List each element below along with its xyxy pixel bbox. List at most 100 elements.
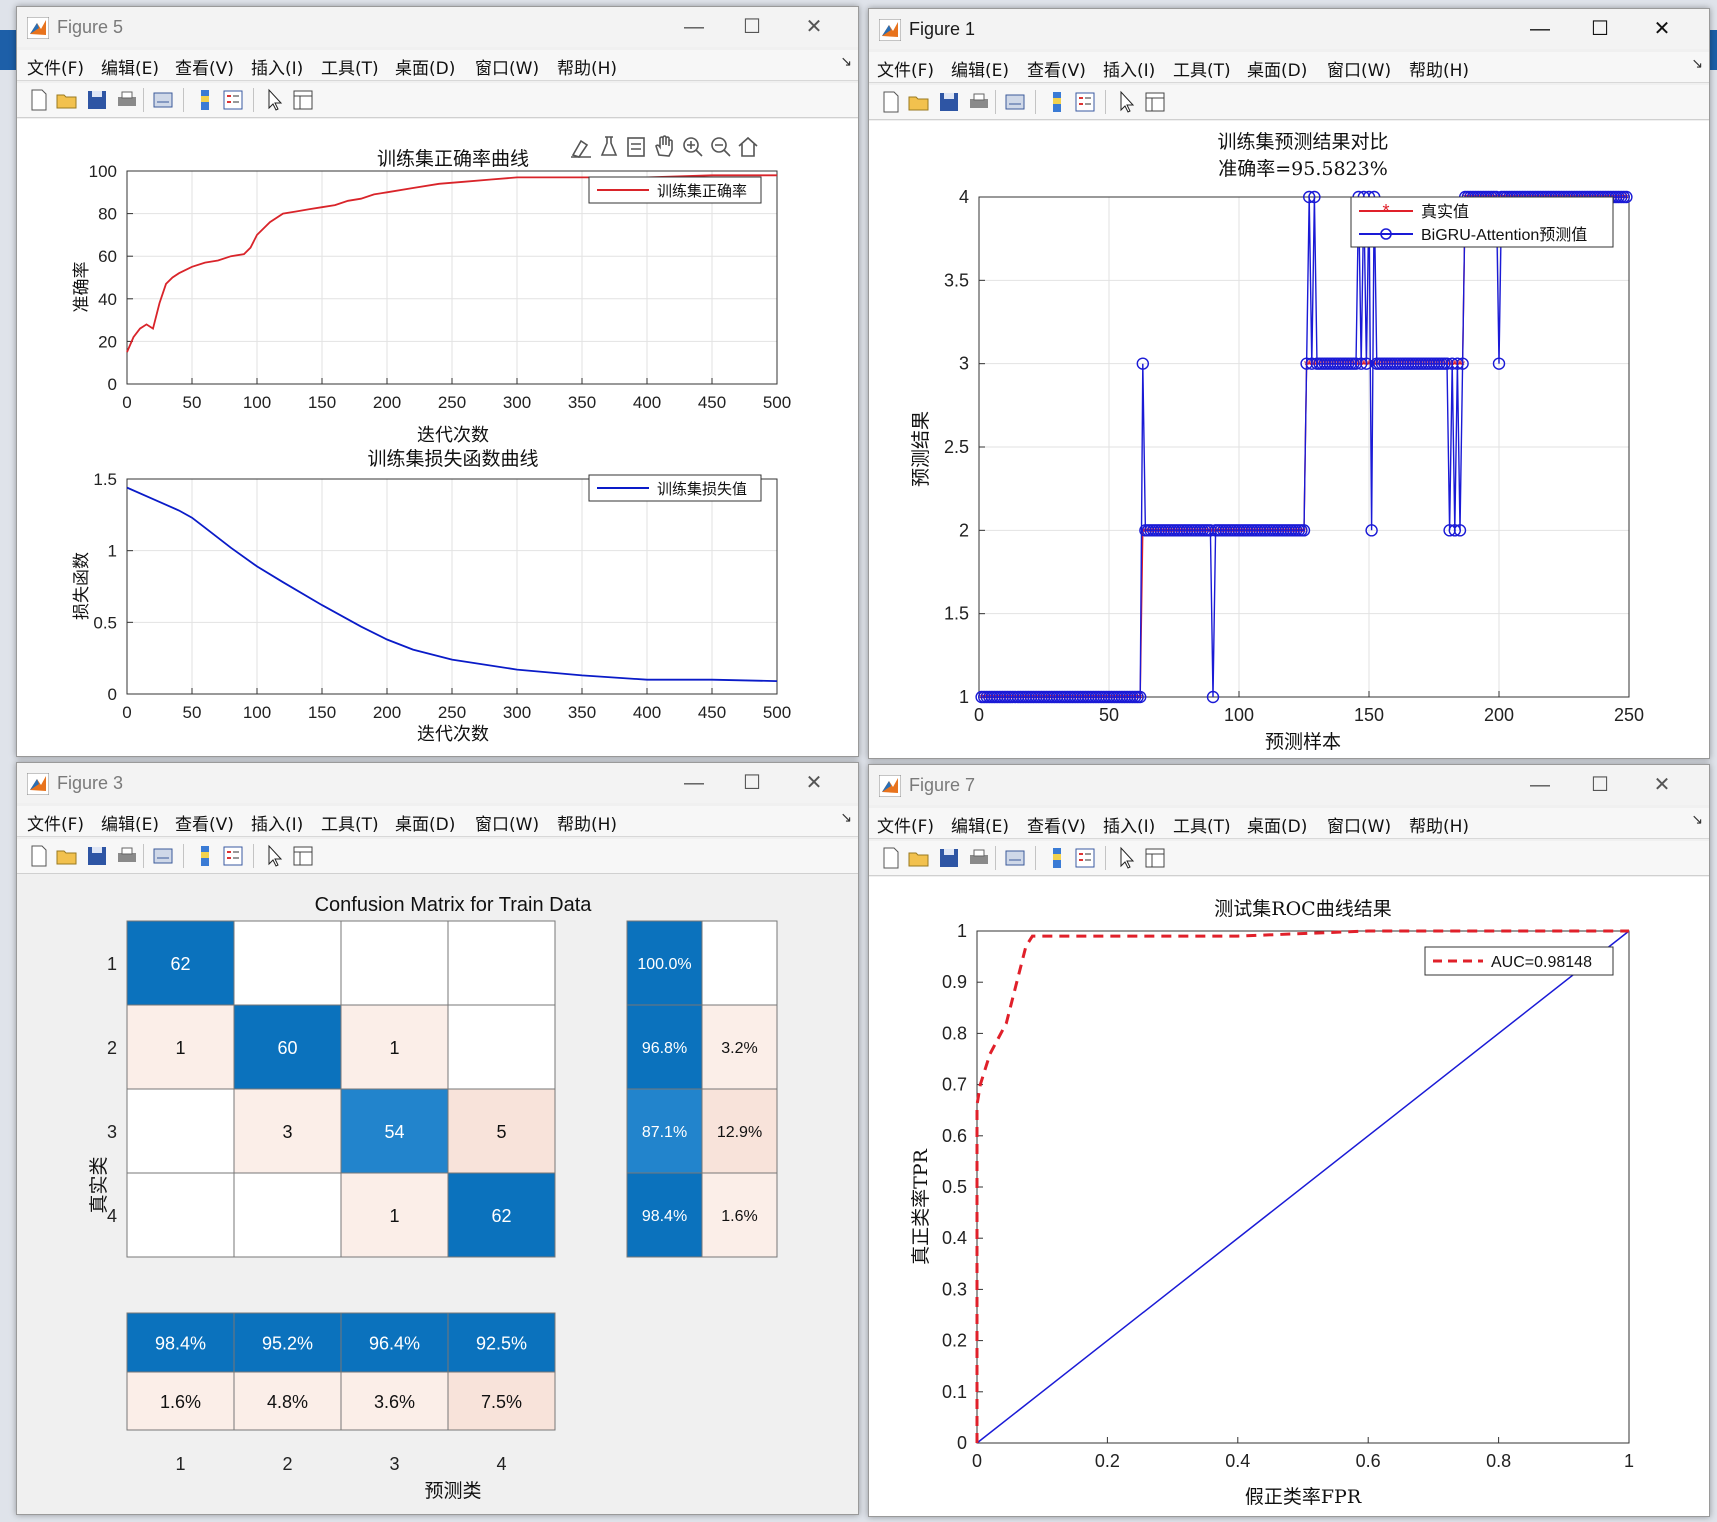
dock-arrow-icon[interactable]: ↘ <box>840 54 852 70</box>
maximize-button[interactable]: ☐ <box>743 772 761 794</box>
figure5-window[interactable]: Figure 5 — ☐ ✕ 文件(F) 编辑(E) 查看(V) 插入(I) 工… <box>16 6 859 757</box>
figure1-titlebar[interactable]: Figure 1 — ☐ ✕ <box>869 9 1709 49</box>
pointer-icon[interactable] <box>1115 846 1139 870</box>
new-file-icon[interactable] <box>27 88 51 112</box>
link-figure-icon[interactable] <box>1003 90 1027 114</box>
close-button[interactable]: ✕ <box>1653 774 1671 796</box>
menu-edit[interactable]: 编辑(E) <box>101 59 160 79</box>
menu-view[interactable]: 查看(V) <box>1027 817 1086 837</box>
minimize-button[interactable]: — <box>684 772 704 794</box>
menu-help[interactable]: 帮助(H) <box>1409 61 1470 81</box>
open-folder-icon[interactable] <box>55 844 79 868</box>
dock-arrow-icon[interactable]: ↘ <box>1691 812 1703 828</box>
link-figure-icon[interactable] <box>1003 846 1027 870</box>
menu-window[interactable]: 窗口(W) <box>1327 61 1392 81</box>
colorbar-icon[interactable] <box>193 844 217 868</box>
minimize-button[interactable]: — <box>1530 774 1550 796</box>
figure7-window[interactable]: Figure 7 — ☐ ✕ 文件(F) 编辑(E) 查看(V) 插入(I) 工… <box>868 764 1710 1517</box>
menu-desktop[interactable]: 桌面(D) <box>395 815 456 835</box>
home-icon[interactable] <box>738 136 758 157</box>
menu-insert[interactable]: 插入(I) <box>251 815 304 835</box>
legend-icon[interactable] <box>221 88 245 112</box>
menu-tools[interactable]: 工具(T) <box>1173 817 1231 837</box>
select-icon[interactable] <box>627 137 645 157</box>
new-file-icon[interactable] <box>879 90 903 114</box>
minimize-button[interactable]: — <box>684 16 704 38</box>
menu-edit[interactable]: 编辑(E) <box>951 61 1010 81</box>
colorbar-icon[interactable] <box>1045 846 1069 870</box>
print-icon[interactable] <box>115 88 139 112</box>
dock-arrow-icon[interactable]: ↘ <box>840 810 852 826</box>
prediction-marker <box>1492 357 1506 370</box>
menu-file[interactable]: 文件(F) <box>27 815 85 835</box>
print-icon[interactable] <box>967 90 991 114</box>
maximize-button[interactable]: ☐ <box>1591 774 1609 796</box>
pointer-icon[interactable] <box>263 844 287 868</box>
dock-arrow-icon[interactable]: ↘ <box>1691 56 1703 72</box>
pan-icon[interactable] <box>655 135 673 157</box>
colorbar-icon[interactable] <box>193 88 217 112</box>
property-editor-icon[interactable] <box>1143 90 1167 114</box>
figure3-window[interactable]: Figure 3 — ☐ ✕ 文件(F) 编辑(E) 查看(V) 插入(I) 工… <box>16 762 859 1515</box>
brush-icon[interactable] <box>571 139 591 158</box>
save-icon[interactable] <box>937 846 961 870</box>
menu-desktop[interactable]: 桌面(D) <box>1247 61 1308 81</box>
figure7-titlebar[interactable]: Figure 7 — ☐ ✕ <box>869 765 1709 805</box>
print-icon[interactable] <box>967 846 991 870</box>
legend-icon[interactable] <box>221 844 245 868</box>
legend-icon[interactable] <box>1073 846 1097 870</box>
data-tips-icon[interactable] <box>600 136 618 156</box>
menu-window[interactable]: 窗口(W) <box>1327 817 1392 837</box>
menu-view[interactable]: 查看(V) <box>175 815 234 835</box>
save-icon[interactable] <box>85 844 109 868</box>
menu-window[interactable]: 窗口(W) <box>475 815 540 835</box>
figure1-window[interactable]: Figure 1 — ☐ ✕ 文件(F) 编辑(E) 查看(V) 插入(I) 工… <box>868 8 1710 759</box>
menu-edit[interactable]: 编辑(E) <box>951 817 1010 837</box>
menu-desktop[interactable]: 桌面(D) <box>395 59 456 79</box>
new-file-icon[interactable] <box>27 844 51 868</box>
print-icon[interactable] <box>115 844 139 868</box>
figure5-titlebar[interactable]: Figure 5 — ☐ ✕ <box>17 7 858 47</box>
menu-desktop[interactable]: 桌面(D) <box>1247 817 1308 837</box>
menu-window[interactable]: 窗口(W) <box>475 59 540 79</box>
property-editor-icon[interactable] <box>291 88 315 112</box>
menu-tools[interactable]: 工具(T) <box>321 59 379 79</box>
close-button[interactable]: ✕ <box>805 772 823 794</box>
close-button[interactable]: ✕ <box>805 16 823 38</box>
link-figure-icon[interactable] <box>151 844 175 868</box>
menu-insert[interactable]: 插入(I) <box>251 59 304 79</box>
figure3-titlebar[interactable]: Figure 3 — ☐ ✕ <box>17 763 858 803</box>
zoom-in-icon[interactable] <box>683 137 703 157</box>
save-icon[interactable] <box>85 88 109 112</box>
pointer-icon[interactable] <box>263 88 287 112</box>
open-folder-icon[interactable] <box>55 88 79 112</box>
menu-file[interactable]: 文件(F) <box>27 59 85 79</box>
property-editor-icon[interactable] <box>291 844 315 868</box>
link-figure-icon[interactable] <box>151 88 175 112</box>
menu-insert[interactable]: 插入(I) <box>1103 61 1156 81</box>
open-folder-icon[interactable] <box>907 846 931 870</box>
menu-edit[interactable]: 编辑(E) <box>101 815 160 835</box>
open-folder-icon[interactable] <box>907 90 931 114</box>
new-file-icon[interactable] <box>879 846 903 870</box>
menu-help[interactable]: 帮助(H) <box>1409 817 1470 837</box>
menu-tools[interactable]: 工具(T) <box>321 815 379 835</box>
colorbar-icon[interactable] <box>1045 90 1069 114</box>
property-editor-icon[interactable] <box>1143 846 1167 870</box>
zoom-out-icon[interactable] <box>711 137 731 157</box>
legend-icon[interactable] <box>1073 90 1097 114</box>
menu-view[interactable]: 查看(V) <box>1027 61 1086 81</box>
menu-file[interactable]: 文件(F) <box>877 817 935 837</box>
menu-help[interactable]: 帮助(H) <box>557 815 618 835</box>
menu-insert[interactable]: 插入(I) <box>1103 817 1156 837</box>
maximize-button[interactable]: ☐ <box>743 16 761 38</box>
save-icon[interactable] <box>937 90 961 114</box>
close-button[interactable]: ✕ <box>1653 18 1671 40</box>
minimize-button[interactable]: — <box>1530 18 1550 40</box>
pointer-icon[interactable] <box>1115 90 1139 114</box>
menu-file[interactable]: 文件(F) <box>877 61 935 81</box>
menu-view[interactable]: 查看(V) <box>175 59 234 79</box>
maximize-button[interactable]: ☐ <box>1591 18 1609 40</box>
menu-help[interactable]: 帮助(H) <box>557 59 618 79</box>
menu-tools[interactable]: 工具(T) <box>1173 61 1231 81</box>
